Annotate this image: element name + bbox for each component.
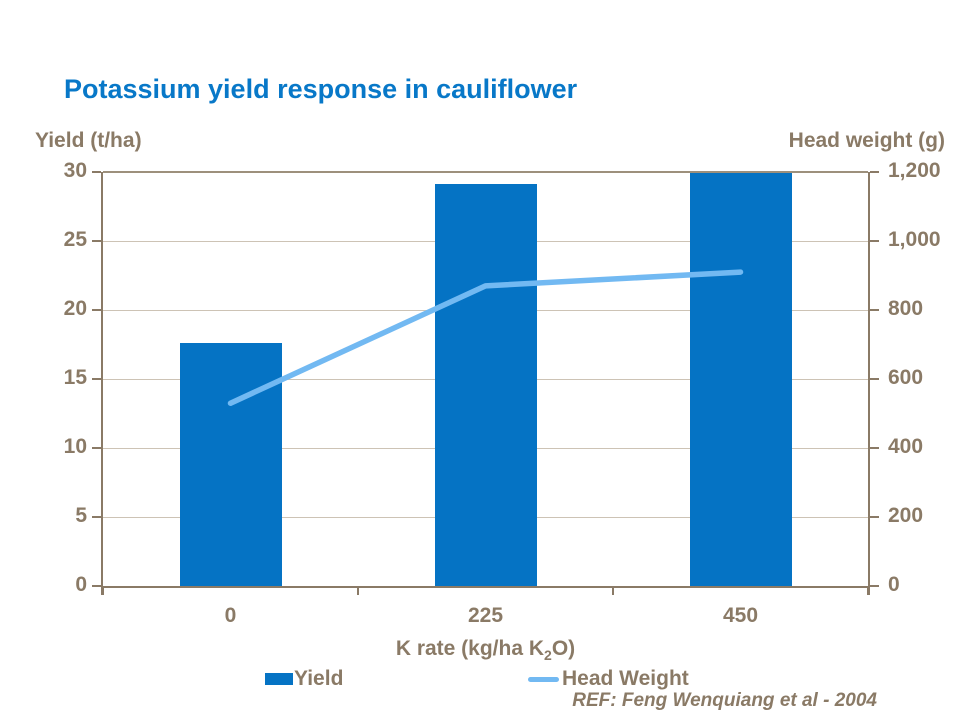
x-tick-label: 450 (722, 604, 759, 627)
x-axis-title-subscript: 2 (544, 647, 552, 664)
x-axis-title-suffix: O) (551, 637, 576, 660)
y-axis-right (868, 172, 870, 595)
y-tick-label-right: 800 (888, 297, 924, 320)
y-tick-label-left: 30 (63, 159, 87, 182)
y-tick-right (870, 516, 879, 518)
yield-bar (434, 184, 537, 586)
y-tick-left (92, 516, 101, 518)
y-tick-label-right: 1,000 (888, 228, 941, 251)
x-tick (357, 588, 359, 595)
x-tick-label: 225 (467, 604, 504, 627)
y-tick-label-right: 400 (888, 435, 924, 458)
legend-label-head-weight: Head Weight (562, 667, 689, 690)
y-tick-label-right: 200 (888, 504, 924, 527)
x-axis-line (101, 586, 870, 588)
y-tick-left (92, 378, 101, 380)
y-tick-left (92, 585, 101, 587)
yield-bar (689, 173, 792, 586)
reference-text: REF: Feng Wenquiang et al - 2004 (572, 690, 877, 711)
y-tick-right (870, 171, 879, 173)
y-tick-label-left: 20 (63, 297, 87, 320)
y-tick-label-right: 1,200 (888, 159, 941, 182)
x-tick (102, 588, 104, 595)
y-tick-label-right: 0 (888, 573, 900, 596)
y-tick-label-left: 25 (63, 228, 87, 251)
chart-title: Potassium yield response in cauliflower (64, 74, 578, 104)
legend-label-yield: Yield (294, 667, 344, 690)
right-axis-label: Head weight (g) (788, 129, 945, 152)
x-tick (867, 588, 869, 595)
y-tick-right (870, 309, 879, 311)
left-axis-label: Yield (t/ha) (35, 129, 142, 152)
y-tick-label-right: 600 (888, 366, 924, 389)
y-tick-right (870, 240, 879, 242)
plot-top-line (103, 171, 868, 173)
legend: Yield Head Weight (0, 666, 960, 692)
y-tick-left (92, 171, 101, 173)
x-tick-label: 0 (224, 604, 237, 627)
y-tick-label-left: 0 (75, 573, 87, 596)
y-tick-label-left: 15 (63, 366, 87, 389)
y-tick-right (870, 447, 879, 449)
y-tick-left (92, 447, 101, 449)
y-tick-label-left: 5 (75, 504, 87, 527)
y-tick-left (92, 240, 101, 242)
y-tick-right (870, 585, 879, 587)
y-tick-left (92, 309, 101, 311)
yield-bar-swatch-icon (265, 673, 293, 685)
x-axis-title: K rate (kg/ha K2O) (103, 637, 868, 663)
legend-item-head-weight: Head Weight (528, 666, 748, 692)
y-tick-label-left: 10 (63, 435, 87, 458)
y-tick-right (870, 378, 879, 380)
legend-item-yield: Yield (265, 666, 425, 692)
x-axis-title-prefix: K rate (kg/ha K (395, 637, 545, 660)
head-weight-line-swatch-icon (528, 677, 559, 682)
x-tick (612, 588, 614, 595)
y-axis-left (101, 172, 103, 595)
yield-bar (179, 343, 282, 586)
